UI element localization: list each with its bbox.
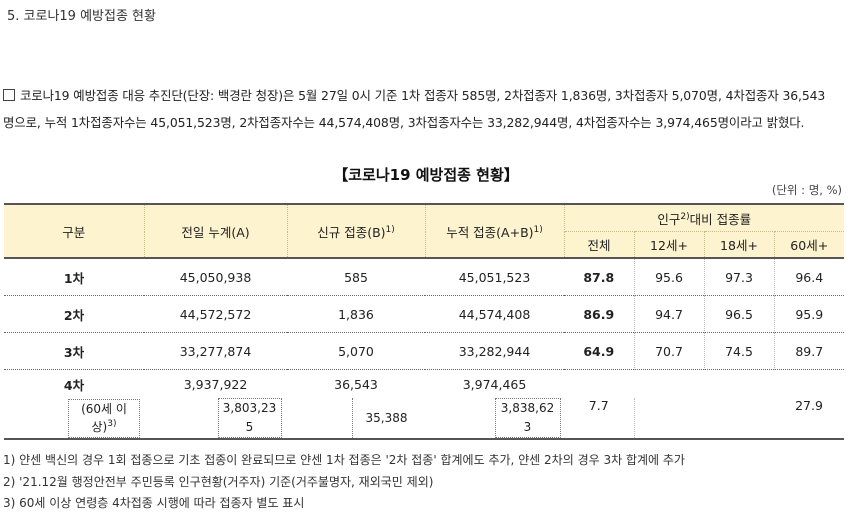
cell-prev: 44,572,572	[144, 295, 287, 333]
cell-new: 5,070	[287, 332, 425, 370]
footnote-3: 3) 60세 이상 연령층 4차접종 시행에 따라 접종자 별도 표시	[3, 496, 305, 510]
checkbox-bullet-icon	[3, 89, 15, 101]
row-label: 2차	[4, 295, 144, 333]
sub-new-box: 35,388	[351, 398, 421, 439]
unit-note: (단위 : 명, %)	[771, 183, 842, 197]
section-heading: 5. 코로나19 예방접종 현황	[7, 9, 156, 24]
cell-prev: 3,937,922	[144, 369, 287, 398]
header-new-vax: 신규 접종(B)1)	[286, 203, 425, 258]
sub-cum-a: 3,838,62	[500, 401, 555, 415]
row-label: 1차	[4, 257, 144, 296]
table-title: 【코로나19 예방접종 현황】	[333, 166, 519, 184]
cell-rate-12	[634, 369, 704, 398]
cell-rate-18: 97.3	[703, 257, 774, 296]
cell-cum: 45,051,523	[425, 257, 564, 296]
cell-new: 1,836	[287, 295, 425, 333]
cell-rate-60: 96.4	[773, 257, 844, 296]
sub-label-a: (60세 이	[81, 401, 127, 416]
cell-rate-total: 86.9	[564, 295, 634, 333]
sub-cell-rate-total: 7.7	[564, 398, 634, 441]
cell-prev: 33,277,874	[144, 332, 287, 370]
cell-rate-total: 64.9	[564, 332, 634, 370]
row-label: 3차	[4, 332, 144, 370]
header-rate-12: 12세+	[633, 231, 704, 258]
table-row: 1차 45,050,938 585 45,051,523 87.8 95.6 9…	[4, 257, 844, 296]
header-rate-60: 60세+	[773, 231, 844, 258]
cell-rate-total: 87.8	[564, 257, 634, 296]
cell-new: 585	[287, 257, 425, 296]
cell-cum: 33,282,944	[425, 332, 564, 370]
header-rate-total: 전체	[563, 231, 634, 258]
sub-prev-a: 3,803,23	[222, 401, 277, 415]
sub-cell-new: 35,388	[287, 398, 425, 441]
row-label: 4차	[4, 369, 144, 398]
sub-cell-rate-18	[704, 398, 774, 441]
cell-new: 36,543	[287, 369, 425, 398]
cell-cum: 44,574,408	[425, 295, 564, 333]
cell-prev: 45,050,938	[144, 257, 287, 296]
sub-prev-b: 5	[245, 420, 254, 435]
sub-cell-prev: 3,803,23 5	[144, 398, 287, 441]
sub-prev-box: 3,803,23 5	[217, 398, 282, 439]
cell-rate-60	[774, 369, 844, 398]
footnote-1: 1) 얀센 백신의 경우 1회 접종으로 기초 접종이 완료되므로 얀센 1차 …	[3, 453, 685, 467]
footnote-ref: 1)	[533, 224, 543, 235]
sub-cell-cum: 3,838,62 3	[425, 398, 564, 441]
table-row: 4차 3,937,922 36,543 3,974,465	[4, 369, 844, 398]
paragraph-line-1-text: 코로나19 예방접종 대응 추진단(단장: 백경란 청장)은 5월 27일 0시…	[20, 88, 826, 103]
cell-rate-60: 89.7	[773, 332, 844, 370]
header-prev-total: 전일 누계(A)	[143, 203, 287, 258]
cell-rate-12: 70.7	[633, 332, 704, 370]
cell-rate-18: 96.5	[703, 295, 774, 333]
cell-rate-18	[704, 369, 774, 398]
cell-cum: 3,974,465	[425, 369, 564, 398]
cell-rate-12: 95.6	[633, 257, 704, 296]
header-cumulative-text: 누적 접종(A+B)	[446, 224, 534, 240]
header-cumulative: 누적 접종(A+B)1)	[424, 203, 564, 258]
header-rate-group-a: 인구	[657, 211, 681, 227]
table-row: 3차 33,277,874 5,070 33,282,944 64.9 70.7…	[4, 332, 844, 370]
footnote-2: 2) '21.12월 행정안전부 주민등록 인구현황(거주자) 기준(거주불명자…	[3, 475, 434, 489]
sub-cum-b: 3	[523, 420, 532, 435]
cell-rate-12: 94.7	[633, 295, 704, 333]
sub-cell-rate-12	[633, 398, 704, 441]
cell-rate-total	[564, 369, 634, 398]
header-category: 구분	[4, 203, 144, 258]
header-new-vax-text: 신규 접종(B)	[317, 224, 386, 240]
sub-cum-box: 3,838,62 3	[494, 398, 561, 439]
paragraph-line-2: 명으로, 누적 1차접종자수는 45,051,523명, 2차접종자수는 44,…	[3, 115, 805, 130]
header-rate-group: 인구2)대비 접종률	[563, 203, 844, 232]
header-rate-18: 18세+	[703, 231, 774, 258]
cell-rate-60: 95.9	[773, 295, 844, 333]
table-row: 2차 44,572,572 1,836 44,574,408 86.9 94.7…	[4, 295, 844, 333]
sub-label-b: 상)	[91, 420, 108, 435]
paragraph-line-1: 코로나19 예방접종 대응 추진단(단장: 백경란 청장)은 5월 27일 0시…	[3, 86, 825, 104]
header-rate-group-b: 대비 접종률	[689, 211, 752, 227]
cell-rate-18: 74.5	[703, 332, 774, 370]
footnote-ref: 1)	[385, 224, 395, 235]
sub-new-value: 35,388	[365, 411, 408, 426]
footnote-ref: 2)	[680, 211, 690, 222]
footnote-ref: 3)	[107, 419, 117, 430]
vaccination-table: 구분 전일 누계(A) 신규 접종(B)1) 누적 접종(A+B)1) 인구2)…	[4, 203, 844, 441]
sub-cell-rate-60: 27.9	[774, 398, 844, 441]
